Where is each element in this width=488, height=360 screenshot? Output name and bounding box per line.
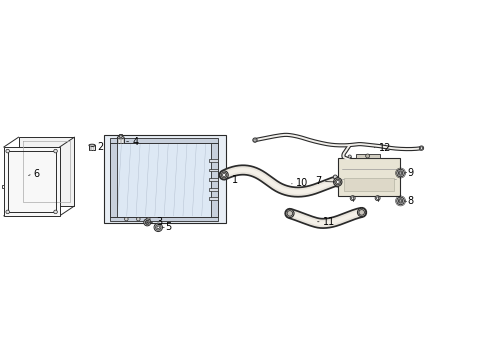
Circle shape — [333, 178, 341, 186]
Bar — [89, 145, 95, 150]
Circle shape — [221, 172, 226, 178]
Bar — [209, 169, 217, 171]
Bar — [209, 197, 217, 200]
Text: 5: 5 — [165, 222, 171, 232]
Text: 12: 12 — [378, 143, 390, 153]
Text: 7: 7 — [315, 176, 321, 186]
Circle shape — [6, 210, 9, 214]
Circle shape — [396, 197, 404, 205]
Circle shape — [334, 179, 340, 185]
Circle shape — [358, 210, 364, 215]
Bar — [2, 185, 4, 188]
Ellipse shape — [89, 144, 95, 147]
Circle shape — [396, 169, 404, 177]
Bar — [343, 178, 393, 191]
Circle shape — [399, 172, 401, 174]
Circle shape — [285, 209, 293, 217]
Circle shape — [399, 200, 401, 202]
Bar — [211, 143, 218, 217]
Bar — [110, 143, 218, 217]
Text: 9: 9 — [407, 167, 413, 177]
Circle shape — [146, 217, 150, 221]
Circle shape — [376, 197, 378, 199]
Circle shape — [154, 223, 162, 231]
Circle shape — [420, 147, 422, 149]
Circle shape — [351, 197, 353, 199]
Text: 3: 3 — [156, 217, 162, 228]
Circle shape — [143, 219, 150, 226]
Bar — [209, 188, 217, 191]
Bar — [117, 138, 124, 143]
Circle shape — [145, 220, 149, 224]
Circle shape — [399, 172, 403, 176]
Circle shape — [336, 180, 339, 184]
Text: 4: 4 — [132, 136, 138, 147]
Bar — [337, 158, 399, 196]
Circle shape — [357, 208, 365, 217]
Circle shape — [252, 138, 257, 142]
Circle shape — [349, 195, 354, 201]
Bar — [110, 143, 117, 217]
Circle shape — [253, 139, 256, 141]
Bar — [119, 134, 122, 136]
Circle shape — [54, 210, 57, 214]
Circle shape — [157, 226, 159, 229]
Circle shape — [398, 199, 402, 203]
Text: 6: 6 — [34, 168, 40, 179]
Circle shape — [347, 155, 350, 158]
Circle shape — [119, 135, 122, 138]
Bar — [110, 138, 218, 143]
Text: 10: 10 — [295, 179, 307, 189]
Circle shape — [54, 149, 57, 153]
Bar — [209, 178, 217, 181]
Bar — [110, 217, 218, 221]
Bar — [209, 159, 217, 162]
Circle shape — [222, 174, 225, 176]
Circle shape — [220, 171, 228, 179]
Bar — [355, 154, 379, 158]
Circle shape — [418, 146, 423, 150]
Circle shape — [332, 175, 337, 179]
Circle shape — [398, 171, 402, 175]
Polygon shape — [4, 147, 60, 216]
Circle shape — [155, 225, 161, 230]
Text: 2: 2 — [97, 142, 103, 152]
Text: 11: 11 — [322, 217, 334, 227]
Polygon shape — [19, 137, 74, 206]
Circle shape — [124, 217, 128, 221]
Circle shape — [286, 211, 292, 216]
Text: 1: 1 — [232, 175, 238, 185]
Text: 8: 8 — [407, 197, 413, 206]
Circle shape — [374, 195, 379, 201]
Circle shape — [136, 217, 140, 221]
Ellipse shape — [117, 136, 124, 139]
Circle shape — [6, 149, 9, 153]
Circle shape — [365, 154, 369, 158]
Bar — [104, 135, 225, 223]
